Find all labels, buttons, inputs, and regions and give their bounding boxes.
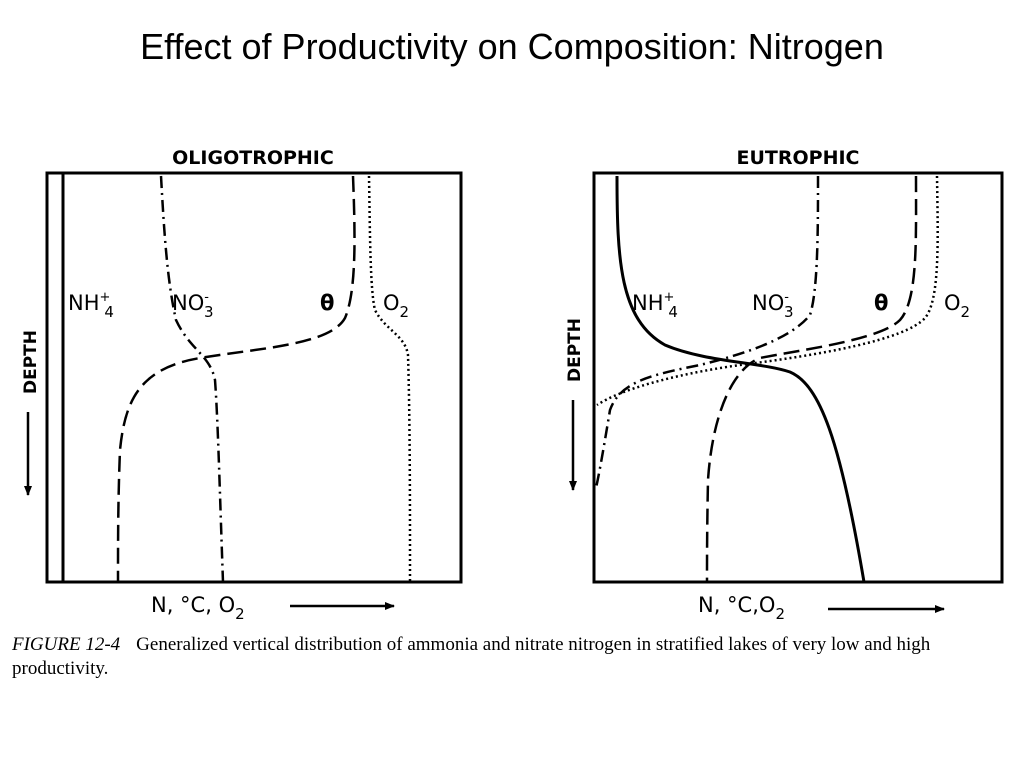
- y-axis-label: DEPTH: [565, 318, 585, 382]
- nh4-label: NH+ 4: [68, 290, 114, 321]
- no3-label: NO-3: [752, 290, 794, 321]
- figure: OLIGOTROPHIC NH+ 4 NO-3 θ O2 DEPTH N, °C,…: [21, 147, 1004, 623]
- o2-label: O2: [383, 291, 409, 321]
- eutrophic-panel: EUTROPHIC NH+ 4 NO-3 θ O2 DEPTH N, °C,O2: [565, 147, 1004, 623]
- o2-label: O2: [944, 291, 970, 321]
- no3-label: NO-3: [172, 290, 214, 321]
- figure-number: FIGURE 12-4: [12, 634, 121, 655]
- panel-title: EUTROPHIC: [737, 147, 860, 169]
- x-axis-label: N, °C, O2: [151, 593, 245, 623]
- y-axis-label: DEPTH: [21, 330, 41, 394]
- figure-caption: FIGURE 12-4 Generalized vertical distribu…: [12, 633, 1012, 681]
- theta-curve: [705, 175, 918, 583]
- slide-title: Effect of Productivity on Composition: N…: [140, 26, 884, 67]
- theta-label: θ: [320, 291, 334, 315]
- x-axis-label: N, °C,O2: [698, 593, 785, 623]
- panel-title: OLIGOTROPHIC: [172, 147, 334, 169]
- o2-curve: [596, 175, 939, 407]
- no3-curve: [594, 175, 820, 489]
- o2-curve: [367, 175, 412, 583]
- theta-label: θ: [874, 291, 888, 315]
- no3-curve: [159, 175, 225, 583]
- oligotrophic-panel: OLIGOTROPHIC NH+ 4 NO-3 θ O2 DEPTH N, °C,…: [21, 147, 463, 623]
- panel-frame: [45, 171, 463, 584]
- nh4-label: NH+ 4: [632, 290, 678, 321]
- nh4-curve: [615, 175, 866, 583]
- panel-frame: [592, 171, 1004, 584]
- theta-curve: [116, 175, 356, 583]
- caption-text: Generalized vertical distribution of amm…: [12, 634, 931, 679]
